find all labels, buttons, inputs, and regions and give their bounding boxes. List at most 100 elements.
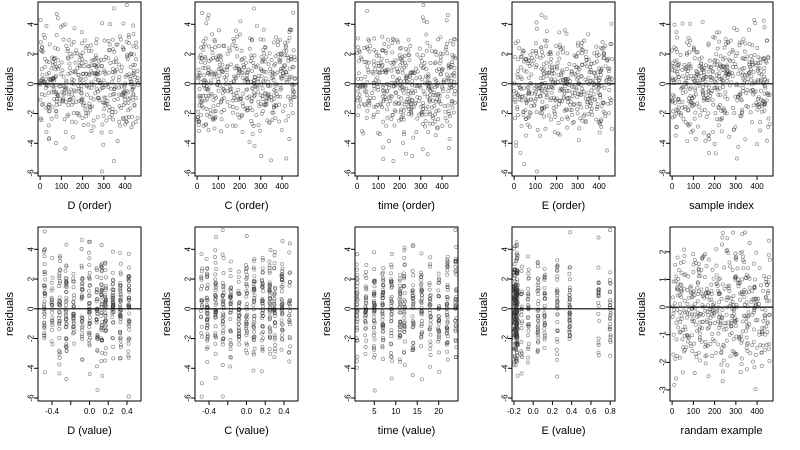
data-point <box>733 324 738 329</box>
data-point <box>396 101 401 106</box>
data-point <box>50 55 55 60</box>
data-point <box>244 314 249 319</box>
data-point <box>693 110 698 115</box>
data-point <box>272 292 277 296</box>
points <box>670 17 772 161</box>
data-point <box>376 53 381 58</box>
data-point <box>685 138 690 143</box>
data-point <box>204 112 209 117</box>
data-point <box>735 28 739 32</box>
data-point <box>706 41 711 46</box>
data-point <box>198 93 203 98</box>
data-point <box>419 293 424 298</box>
data-point <box>403 100 408 104</box>
data-point <box>126 318 131 323</box>
data-point <box>103 296 108 301</box>
data-point <box>363 295 368 300</box>
data-point <box>696 281 700 286</box>
data-point <box>389 319 394 323</box>
data-point <box>396 40 400 45</box>
data-point <box>525 61 530 66</box>
data-point <box>134 40 138 45</box>
data-point <box>247 139 252 144</box>
data-point <box>452 54 457 59</box>
data-point <box>680 99 685 104</box>
data-point <box>434 68 439 73</box>
data-point <box>395 38 400 43</box>
data-point <box>272 103 277 108</box>
data-point <box>104 285 108 290</box>
data-point <box>751 70 756 75</box>
data-point <box>79 237 84 242</box>
data-point <box>256 73 261 78</box>
data-point <box>217 73 222 78</box>
data-point <box>221 342 226 347</box>
data-point <box>356 104 361 109</box>
data-point <box>717 300 722 305</box>
data-point <box>536 315 541 320</box>
data-point <box>538 94 542 99</box>
data-point <box>104 118 109 123</box>
data-point <box>517 85 522 90</box>
data-point <box>49 66 54 71</box>
data-point <box>366 98 371 103</box>
data-point <box>127 319 132 324</box>
data-point <box>753 352 758 357</box>
data-point <box>428 346 433 351</box>
data-point <box>447 62 451 67</box>
data-point <box>735 266 740 271</box>
data-point <box>286 113 291 118</box>
data-point <box>79 319 84 324</box>
data-point <box>691 128 695 133</box>
data-point <box>100 323 104 328</box>
data-point <box>364 298 369 303</box>
data-point <box>107 104 112 109</box>
data-point <box>687 104 692 109</box>
data-point <box>398 289 403 294</box>
data-point <box>752 277 757 282</box>
data-point <box>538 76 543 81</box>
data-point <box>579 105 584 110</box>
data-point <box>754 63 759 68</box>
data-point <box>86 111 91 116</box>
data-point <box>534 49 539 53</box>
data-point <box>725 363 730 368</box>
data-point <box>60 98 65 103</box>
data-point <box>282 53 287 58</box>
data-point <box>47 42 52 47</box>
x-tick-label: 0.6 <box>585 407 597 416</box>
data-point <box>63 146 68 151</box>
data-point <box>266 62 271 67</box>
data-point <box>397 329 402 334</box>
data-point <box>65 55 70 60</box>
data-point <box>678 113 683 118</box>
data-point <box>126 302 131 307</box>
data-point <box>204 106 209 111</box>
data-point <box>514 242 519 247</box>
data-point <box>57 284 62 288</box>
data-point <box>196 75 201 80</box>
data-point <box>434 126 439 131</box>
data-point <box>745 323 750 328</box>
data-point <box>216 88 221 93</box>
data-point <box>699 267 704 272</box>
data-point <box>428 322 433 327</box>
data-point <box>71 331 75 336</box>
data-point <box>429 49 434 54</box>
data-point <box>52 89 57 94</box>
data-point <box>197 70 202 75</box>
data-point <box>700 77 705 82</box>
data-point <box>220 394 225 399</box>
data-point <box>80 115 85 120</box>
data-point <box>250 68 254 73</box>
data-point <box>371 112 376 117</box>
data-point <box>131 71 136 75</box>
data-point <box>124 115 129 120</box>
data-point <box>526 271 531 276</box>
data-point <box>398 86 403 91</box>
data-point <box>281 73 286 78</box>
data-point <box>114 67 119 72</box>
data-point <box>674 337 679 342</box>
data-point <box>428 44 433 49</box>
data-point <box>555 352 560 357</box>
